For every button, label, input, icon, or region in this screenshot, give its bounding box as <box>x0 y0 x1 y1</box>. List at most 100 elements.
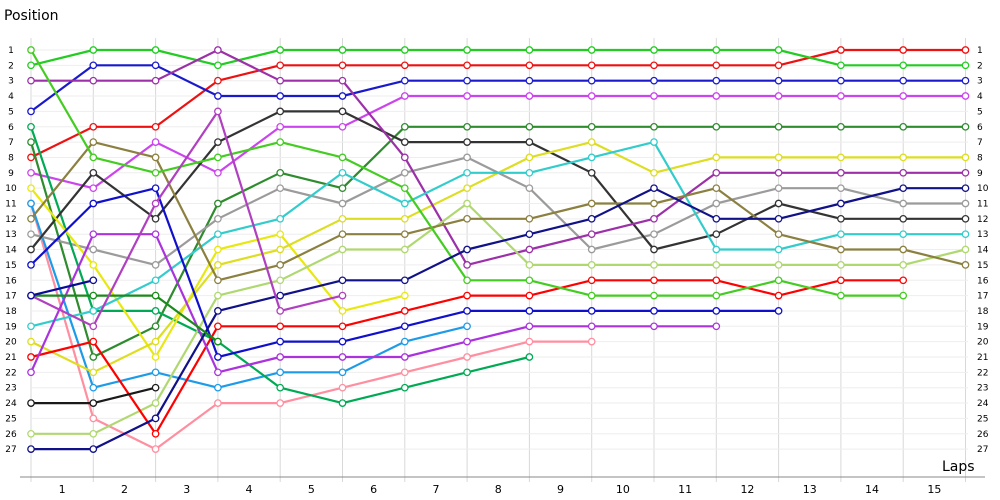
data-point <box>151 383 160 392</box>
data-point <box>89 368 98 377</box>
data-point <box>837 168 845 177</box>
data-point <box>338 245 347 254</box>
data-point <box>650 276 658 285</box>
data-point <box>712 153 721 162</box>
data-point <box>27 184 35 193</box>
data-point <box>151 214 160 223</box>
y-tick-label-left: 3 <box>8 77 14 87</box>
data-point <box>214 107 222 116</box>
data-point <box>463 214 471 223</box>
y-tick-labels-left: 1234567891011121314151617181920212223242… <box>5 46 17 455</box>
y-tick-label-left: 25 <box>5 414 16 424</box>
data-point <box>587 199 596 208</box>
data-point <box>151 168 160 177</box>
data-point <box>961 245 970 254</box>
data-point <box>774 184 783 193</box>
data-point <box>837 76 845 85</box>
data-point <box>89 122 98 131</box>
series-line <box>30 279 94 297</box>
y-tick-label-left: 19 <box>5 322 17 332</box>
series-6 <box>27 122 970 361</box>
y-tick-label-left: 13 <box>5 230 16 240</box>
data-point <box>650 230 658 239</box>
data-point <box>961 168 970 177</box>
y-tick-label-left: 21 <box>5 353 16 363</box>
data-point <box>400 322 409 331</box>
data-point <box>27 353 35 361</box>
data-point <box>774 168 783 177</box>
y-tick-label-right: 10 <box>977 184 989 194</box>
data-point <box>400 337 409 346</box>
data-point <box>27 138 35 146</box>
data-point <box>712 122 721 131</box>
data-point <box>214 76 222 85</box>
series-line <box>30 141 966 282</box>
data-point <box>961 76 970 85</box>
series-2 <box>27 46 970 70</box>
y-tick-label-left: 1 <box>8 46 14 56</box>
data-point <box>276 168 285 177</box>
y-tick-label-left: 9 <box>8 169 14 179</box>
data-point <box>276 76 285 85</box>
series-24 <box>27 383 160 407</box>
data-point <box>712 307 721 315</box>
data-point <box>650 245 658 254</box>
data-point <box>214 368 222 377</box>
data-point <box>400 46 409 54</box>
y-tick-label-right: 23 <box>977 384 988 394</box>
data-point <box>650 122 658 131</box>
data-point <box>650 322 658 331</box>
data-point <box>587 138 596 146</box>
data-point <box>587 261 596 269</box>
data-point <box>89 383 98 392</box>
x-tick-label: 8 <box>495 483 502 496</box>
data-point <box>151 184 160 193</box>
data-point <box>27 46 35 54</box>
data-point <box>276 107 285 116</box>
data-point <box>338 368 347 377</box>
data-point <box>650 214 658 223</box>
data-point <box>463 76 471 85</box>
data-point <box>276 368 285 377</box>
series-line <box>30 64 966 113</box>
y-tick-label-right: 9 <box>977 169 983 179</box>
x-tick-label: 7 <box>432 483 439 496</box>
data-point <box>27 61 35 70</box>
data-point <box>89 399 98 407</box>
data-point <box>400 276 409 285</box>
data-point <box>89 429 98 438</box>
data-point <box>400 291 409 300</box>
data-point <box>27 337 35 346</box>
data-point <box>463 353 471 361</box>
data-point <box>961 61 970 70</box>
data-point <box>338 184 347 193</box>
data-point <box>837 122 845 131</box>
data-point <box>338 307 347 315</box>
data-point <box>151 276 160 285</box>
data-point <box>27 107 35 116</box>
data-point <box>276 337 285 346</box>
data-point <box>712 76 721 85</box>
data-point <box>525 245 534 254</box>
y-tick-label-left: 27 <box>5 445 16 455</box>
data-point <box>899 230 908 239</box>
y-tick-label-right: 1 <box>977 46 983 56</box>
series-13 <box>27 46 970 269</box>
data-point <box>650 291 658 300</box>
data-point <box>525 61 534 70</box>
data-point <box>214 199 222 208</box>
data-point <box>899 61 908 70</box>
data-point <box>89 61 98 70</box>
y-tick-label-right: 5 <box>977 107 983 117</box>
data-point <box>525 138 534 146</box>
data-point <box>837 46 845 54</box>
data-point <box>400 230 409 239</box>
data-point <box>463 122 471 131</box>
data-point <box>463 92 471 100</box>
data-point <box>774 92 783 100</box>
data-point <box>587 291 596 300</box>
data-point <box>276 399 285 407</box>
data-point <box>151 76 160 85</box>
data-point <box>214 153 222 162</box>
data-point <box>525 46 534 54</box>
